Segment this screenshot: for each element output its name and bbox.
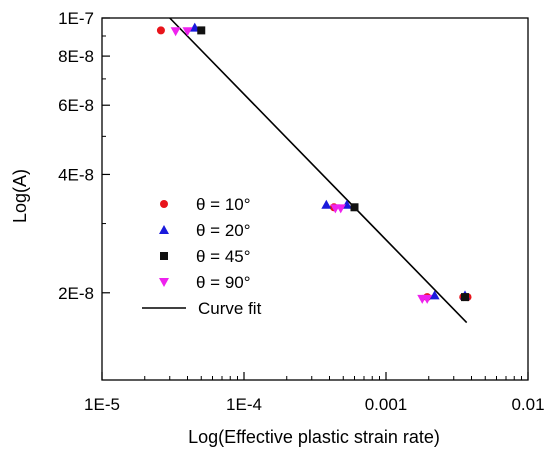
plot-frame [101,17,529,381]
x-tick-label: 0.001 [365,395,408,414]
data-point-series-2 [429,290,440,300]
x-tick-label: 1E-5 [84,395,120,414]
curve-fit-line [169,17,468,324]
data-point-series-1 [156,26,165,35]
y-axis-title: Log(A) [10,169,30,223]
data-point-series-3 [460,293,469,302]
legend-swatch-series-1 [160,200,168,208]
x-tick-label: 0.01 [511,395,544,414]
x-axis-title: Log(Effective plastic strain rate) [188,427,440,447]
legend-swatch-series-2 [159,225,169,234]
x-axis: 1E-5 1E-4 0.001 0.01 [84,372,545,414]
data-point-series-3 [350,203,359,212]
data-point-series-4 [335,204,346,214]
y-axis: 2E-8 4E-8 6E-8 8E-8 1E-7 [58,9,110,303]
legend-label: θ = 90° [196,273,251,292]
legend-label: θ = 45° [196,247,251,266]
y-tick-label: 6E-8 [58,96,94,115]
legend-swatch-series-3 [160,252,168,260]
plot-area [101,17,529,381]
curve-fit-layer [169,17,468,324]
legend-label: Curve fit [198,299,262,318]
data-point-series-4 [170,27,181,37]
legend-swatch-series-4 [159,278,169,287]
y-tick-label: 8E-8 [58,47,94,66]
data-point-series-3 [197,26,206,35]
data-markers [156,22,472,304]
data-point-series-4 [422,294,433,304]
data-point-series-2 [321,199,332,209]
y-tick-label: 1E-7 [58,9,94,28]
x-tick-label: 1E-4 [226,395,262,414]
legend: θ = 10° θ = 20° θ = 45° θ = 90° Curve fit [142,195,262,318]
y-tick-label: 4E-8 [58,165,94,184]
legend-label: θ = 20° [196,221,251,240]
legend-label: θ = 10° [196,195,251,214]
data-point-series-4 [182,27,193,37]
y-tick-label: 2E-8 [58,284,94,303]
